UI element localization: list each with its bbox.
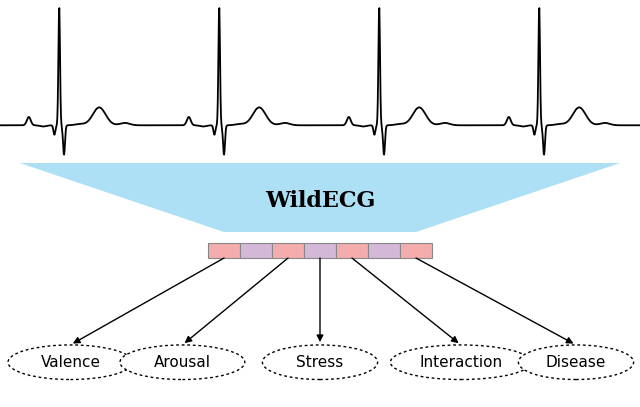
FancyArrowPatch shape	[352, 258, 458, 342]
FancyArrowPatch shape	[416, 258, 572, 343]
Ellipse shape	[120, 345, 245, 379]
Ellipse shape	[262, 345, 378, 379]
Bar	[368, 243, 400, 258]
FancyArrowPatch shape	[186, 258, 288, 342]
Bar	[336, 243, 368, 258]
Text: Interaction: Interaction	[419, 355, 502, 370]
Text: Valence: Valence	[40, 355, 100, 370]
Ellipse shape	[518, 345, 634, 379]
Bar	[240, 243, 272, 258]
Polygon shape	[19, 163, 621, 232]
Text: Arousal: Arousal	[154, 355, 211, 370]
Text: Stress: Stress	[296, 355, 344, 370]
Text: WildECG: WildECG	[265, 190, 375, 212]
Ellipse shape	[8, 345, 133, 379]
Text: Disease: Disease	[546, 355, 606, 370]
Bar	[400, 243, 432, 258]
Bar	[272, 243, 304, 258]
Bar	[208, 243, 240, 258]
Bar	[304, 243, 336, 258]
Ellipse shape	[390, 345, 531, 379]
Bar	[0, 151, 640, 163]
FancyArrowPatch shape	[317, 258, 323, 341]
FancyArrowPatch shape	[74, 258, 224, 343]
